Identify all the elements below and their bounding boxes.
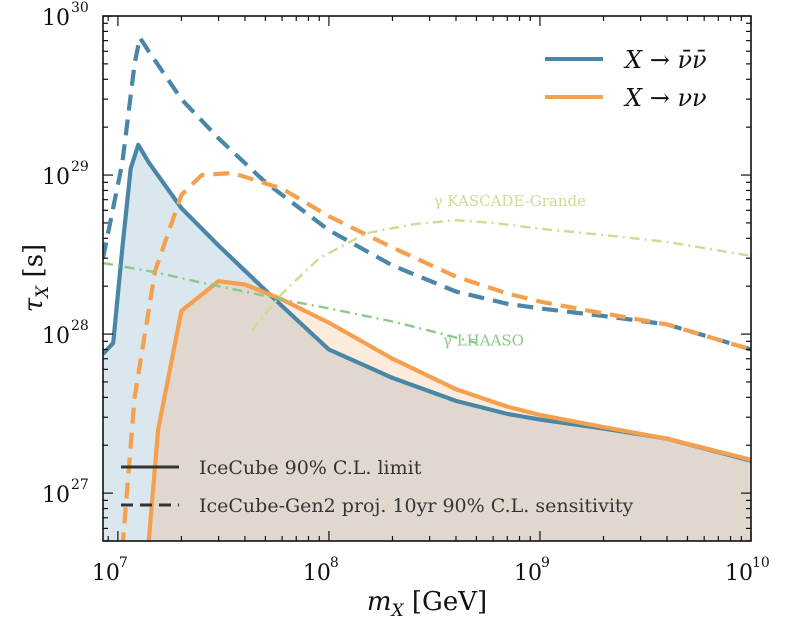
fill-layer bbox=[103, 144, 751, 541]
y-tick-label: 10 bbox=[42, 165, 70, 190]
x-tick-label-exponent: 9 bbox=[541, 555, 550, 571]
series-line-0 bbox=[103, 142, 751, 463]
annotation-kascade: γ KASCADE-Grande bbox=[434, 192, 586, 210]
x-tick-label-exponent: 10 bbox=[752, 555, 770, 571]
legend-label-nu: X → νν bbox=[623, 84, 707, 112]
legend-label-nubar: X → ν̄ν̄ bbox=[623, 46, 707, 74]
x-axis-label: mX [GeV] bbox=[367, 587, 487, 621]
y-tick-label: 10 bbox=[42, 483, 70, 508]
series-fill-1 bbox=[148, 281, 751, 541]
y-axis-label: τX [s] bbox=[19, 244, 53, 312]
plot-frame bbox=[102, 15, 752, 542]
series-line-4 bbox=[250, 219, 751, 332]
x-tick-label-exponent: 8 bbox=[330, 555, 339, 571]
y-tick-label-exponent: 30 bbox=[71, 0, 89, 16]
legend-label-limit: IceCube 90% C.L. limit bbox=[199, 457, 422, 479]
series-line-3 bbox=[120, 170, 751, 541]
series-line-1 bbox=[146, 279, 751, 541]
y-tick-label-exponent: 29 bbox=[71, 159, 89, 175]
x-tick-label-exponent: 7 bbox=[119, 555, 128, 571]
x-tick-label: 10 bbox=[303, 561, 331, 586]
y-tick-label-exponent: 27 bbox=[71, 477, 89, 493]
series-line-2 bbox=[103, 35, 751, 352]
annotation-lhaaso: γ LHAASO bbox=[443, 331, 524, 349]
x-tick-label: 10 bbox=[92, 561, 120, 586]
y-tick-label-exponent: 28 bbox=[71, 318, 89, 334]
legend-label-sensitivity: IceCube-Gen2 proj. 10yr 90% C.L. sensiti… bbox=[199, 495, 634, 517]
y-tick-label: 10 bbox=[42, 324, 70, 349]
line-layer bbox=[103, 35, 751, 541]
x-tick-label: 10 bbox=[725, 561, 753, 586]
legend-top: X → ν̄ν̄ X → νν bbox=[545, 46, 707, 112]
tick-layer bbox=[103, 15, 752, 542]
series-fill-0 bbox=[103, 144, 751, 541]
y-tick-label: 10 bbox=[42, 6, 70, 31]
legend-bottom: IceCube 90% C.L. limit IceCube-Gen2 proj… bbox=[121, 457, 634, 517]
series-line-5 bbox=[103, 261, 477, 345]
x-tick-label: 10 bbox=[514, 561, 542, 586]
